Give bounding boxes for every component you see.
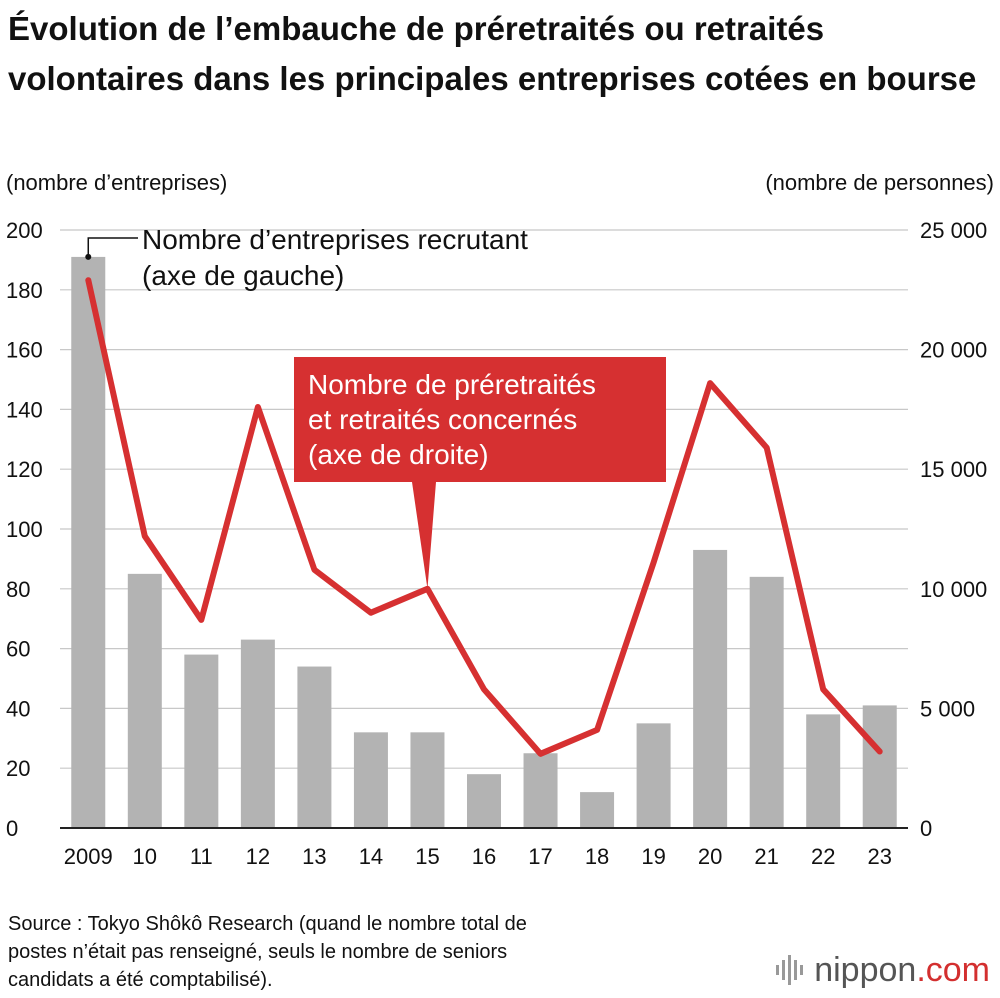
line-series-label: et retraités concernés [308, 404, 577, 435]
x-tick-label: 22 [811, 844, 835, 869]
chart-title: Évolution de l’embauche de préretraités … [8, 10, 977, 97]
x-tick-label: 12 [246, 844, 270, 869]
y-tick-left: 40 [6, 696, 30, 721]
x-tick-label: 14 [359, 844, 383, 869]
y-tick-right: 25 000 [920, 218, 987, 243]
y-tick-left: 180 [6, 278, 43, 303]
bar [749, 576, 784, 828]
bar [71, 256, 106, 828]
bar [184, 654, 219, 828]
x-tick-label: 18 [585, 844, 609, 869]
y-tick-left: 20 [6, 756, 30, 781]
bar [523, 753, 558, 828]
x-tick-label: 11 [190, 844, 213, 869]
x-tick-label: 17 [528, 844, 552, 869]
y-tick-left: 80 [6, 577, 30, 602]
bar [806, 714, 841, 828]
y-tick-right: 0 [920, 816, 932, 841]
x-tick-label: 16 [472, 844, 496, 869]
bar [580, 792, 615, 828]
bar [240, 639, 275, 828]
line-series-label: (axe de droite) [308, 439, 489, 470]
x-tick-label: 2009 [64, 844, 113, 869]
bar [353, 732, 388, 828]
y-tick-right: 5 000 [920, 696, 975, 721]
x-tick-label: 15 [415, 844, 439, 869]
y-tick-left: 120 [6, 457, 43, 482]
y-tick-left: 100 [6, 517, 43, 542]
source-note: Source : Tokyo Shôkô Research (quand le … [8, 913, 527, 991]
sound-bars-icon [776, 955, 804, 985]
line-series-label: Nombre de préretraités [308, 369, 596, 400]
y-tick-left: 200 [6, 218, 43, 243]
y-tick-left: 0 [6, 816, 18, 841]
bar-series-label: Nombre d’entreprises recrutant [142, 224, 528, 255]
y-axis-right-label: (nombre de personnes) [765, 170, 994, 195]
bar [693, 549, 728, 828]
x-tick-label: 13 [302, 844, 326, 869]
y-tick-right: 15 000 [920, 457, 987, 482]
x-tick-label: 20 [698, 844, 722, 869]
x-tick-label: 23 [867, 844, 891, 869]
bar-series-label: (axe de gauche) [142, 260, 344, 291]
x-tick-label: 21 [754, 844, 778, 869]
y-tick-left: 160 [6, 338, 43, 363]
bar [636, 723, 671, 828]
combo-chart: 0 20 40 60 80 100 120 140 160 180 200 0 5 000 10 000 1… [6, 218, 987, 869]
bar [862, 705, 897, 828]
x-tick-label: 10 [133, 844, 157, 869]
bar [127, 573, 162, 828]
x-tick-label: 19 [641, 844, 665, 869]
y-tick-left: 140 [6, 397, 43, 422]
y-tick-left: 60 [6, 637, 30, 662]
bar [410, 732, 445, 828]
bar-series-leader-dot [85, 253, 92, 260]
line-series-callout [294, 357, 666, 589]
bar [297, 666, 332, 828]
brand-logo: nippon .com [776, 950, 990, 990]
y-axis-left-label: (nombre d’entreprises) [6, 170, 228, 195]
bar-series-leader [87, 237, 138, 257]
brand-suffix: .com [916, 950, 990, 989]
brand-name: nippon [814, 950, 917, 989]
bar [467, 774, 501, 828]
y-tick-right: 10 000 [920, 577, 987, 602]
y-tick-right: 20 000 [920, 338, 987, 363]
